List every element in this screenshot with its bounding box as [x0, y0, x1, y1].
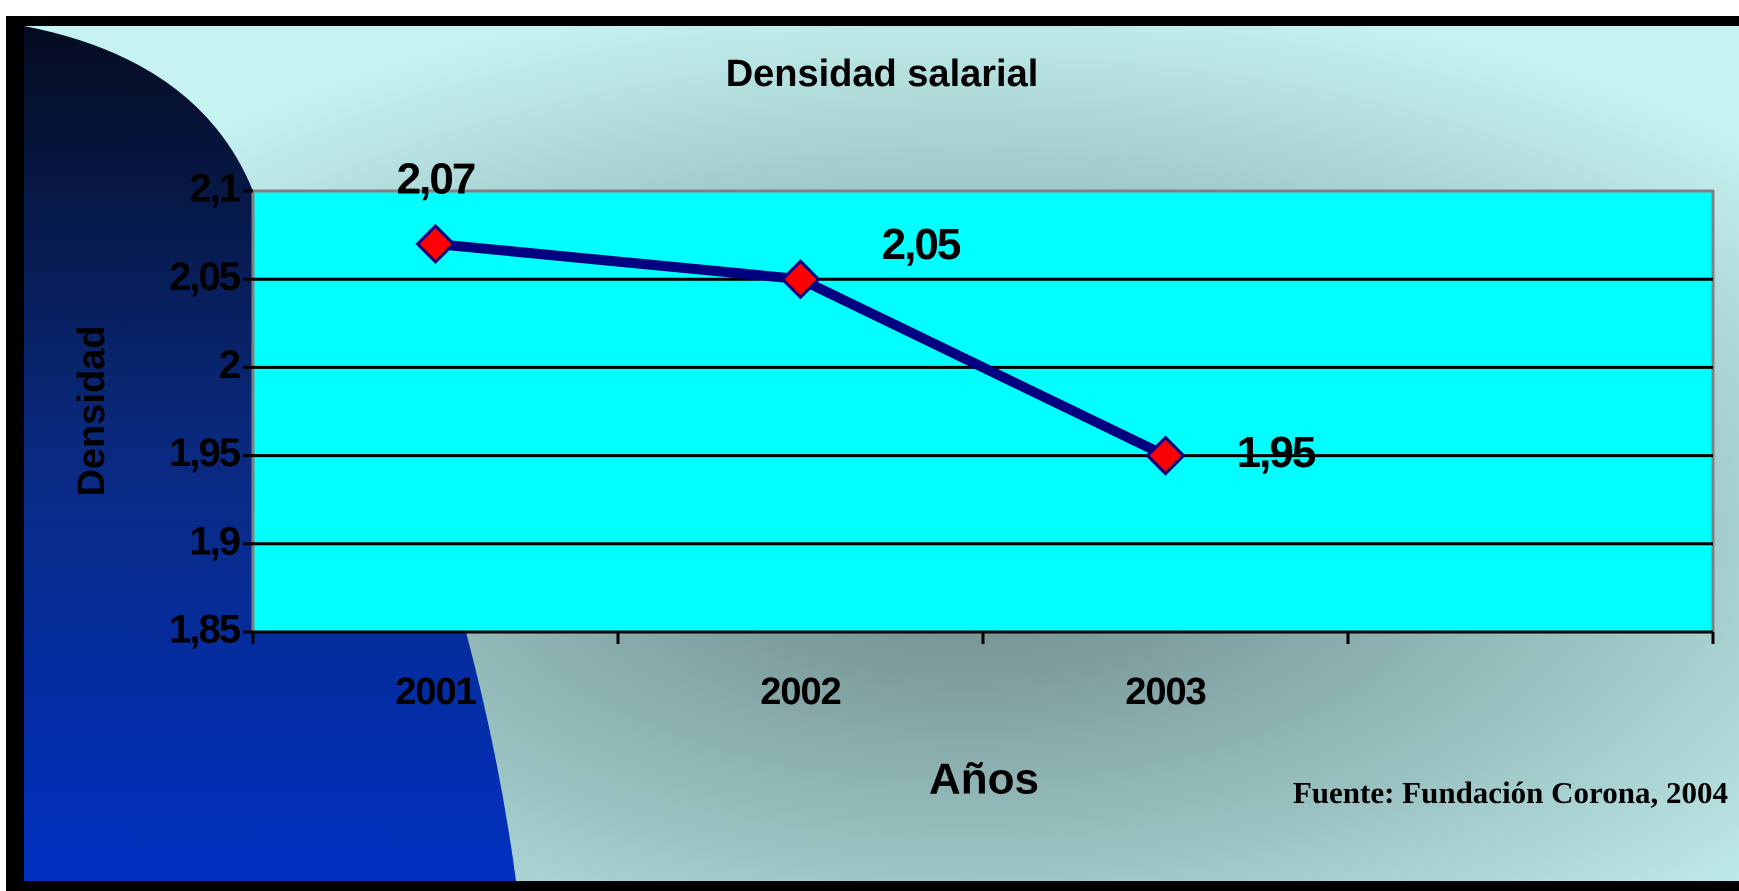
data-point [1145, 435, 1186, 476]
data-label: 1,95 [1237, 428, 1316, 477]
y-tick-label: 2,05 [169, 255, 241, 299]
source-note: Fuente: Fundación Corona, 2004 [1293, 775, 1728, 810]
y-tick-label: 1,85 [169, 608, 241, 652]
data-point [415, 223, 456, 265]
x-axis-label: Años [929, 755, 1039, 804]
y-tick-label: 1,95 [169, 431, 241, 475]
x-tick-label: 2003 [1125, 671, 1206, 713]
y-axis-label: Densidad [71, 325, 113, 496]
chart-title: Densidad salarial [726, 53, 1039, 95]
data-label: 2,05 [882, 220, 961, 269]
data-point [780, 259, 821, 300]
x-tick-label: 2002 [760, 671, 841, 713]
x-tick-label: 2001 [395, 671, 476, 713]
data-label: 2,07 [397, 155, 475, 204]
y-tick-label: 2 [219, 343, 240, 387]
y-tick-label: 2,1 [189, 167, 240, 211]
plot-area [251, 189, 1715, 634]
y-tick-label: 1,9 [189, 519, 239, 563]
plot-group: 1,85 1,9 1,95 2 2,05 2,1 2001 2002 2003 2,07 2,05 1… [169, 155, 1715, 713]
